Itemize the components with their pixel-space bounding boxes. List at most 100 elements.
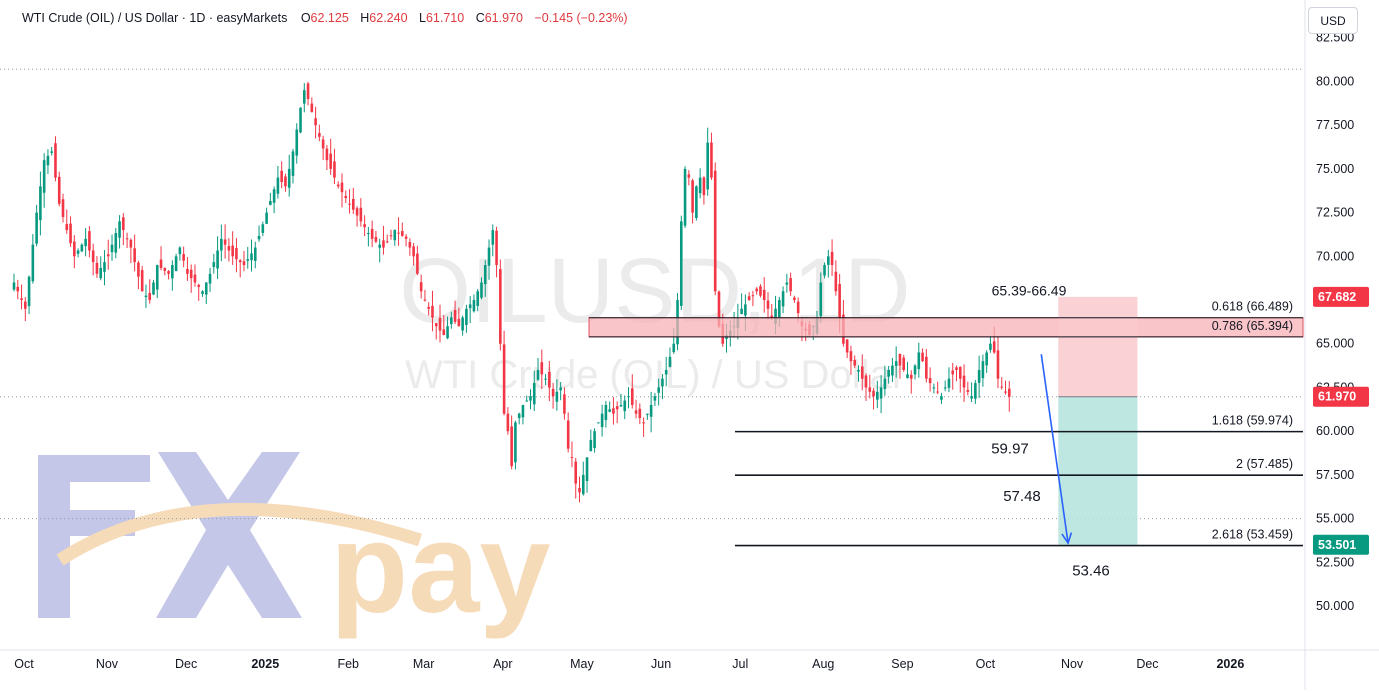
candle: [525, 400, 529, 402]
candle: [657, 387, 660, 393]
candle: [687, 174, 691, 178]
candle: [958, 367, 962, 379]
candle: [574, 461, 578, 484]
candle: [144, 295, 148, 298]
candle: [845, 339, 849, 353]
candle: [201, 291, 204, 294]
candle: [702, 177, 706, 196]
candle: [397, 232, 400, 234]
high-label: H: [360, 11, 370, 25]
candle: [140, 270, 144, 292]
candle: [118, 221, 121, 238]
candle: [171, 265, 174, 279]
logo-letters-pay: pay: [330, 497, 551, 640]
candle: [103, 262, 106, 272]
candle: [589, 439, 593, 452]
candle: [465, 308, 468, 325]
candle: [265, 212, 268, 224]
candle: [269, 200, 272, 205]
price-tag-label: 67.682: [1318, 290, 1356, 304]
candle: [499, 269, 502, 344]
candle: [996, 350, 1000, 379]
candle: [310, 103, 314, 113]
fib-label: 0.786 (65.394): [1212, 319, 1293, 333]
currency-button[interactable]: USD: [1308, 7, 1358, 34]
candle: [744, 304, 747, 316]
candle: [431, 305, 434, 318]
candle: [872, 390, 875, 397]
candle: [65, 224, 69, 231]
open-label: O: [300, 11, 311, 25]
candle: [95, 262, 99, 274]
candle: [506, 413, 510, 432]
y-tick-label: 52.500: [1316, 555, 1354, 569]
candle: [442, 329, 446, 335]
y-tick-label: 75.000: [1316, 162, 1354, 176]
candle: [88, 231, 91, 251]
candle: [830, 251, 834, 266]
candle: [883, 378, 887, 390]
candle: [212, 262, 216, 267]
candle: [404, 236, 408, 239]
candle: [408, 242, 412, 248]
candle: [231, 245, 234, 257]
candle: [1004, 391, 1007, 393]
candle: [42, 160, 46, 193]
candle: [352, 198, 355, 210]
candle: [566, 420, 570, 449]
close-label: C: [475, 11, 485, 25]
fib-label: 1.618 (59.974): [1212, 414, 1293, 428]
x-tick-label: Dec: [1136, 657, 1158, 671]
candle: [419, 282, 423, 292]
candle: [951, 370, 955, 375]
candle: [416, 253, 419, 274]
candle: [898, 353, 902, 366]
candle: [966, 389, 970, 392]
candle: [423, 299, 427, 301]
candle: [634, 410, 638, 414]
x-tick-label: Nov: [96, 657, 119, 671]
candle: [962, 375, 966, 388]
candle: [457, 318, 461, 327]
change-value: −0.145 (−0.23%): [534, 11, 628, 25]
candle: [468, 304, 472, 309]
low-label: L: [419, 11, 426, 25]
candle: [106, 254, 110, 257]
symbol-title[interactable]: WTI Crude (OIL) / US Dollar · 1D · easyM…: [22, 11, 288, 25]
target-label: 53.46: [1072, 563, 1110, 580]
candle: [502, 344, 506, 414]
fib-label: 2 (57.485): [1236, 457, 1293, 471]
candle: [238, 260, 242, 263]
candle: [740, 308, 743, 315]
x-tick-label: 2025: [251, 657, 279, 671]
candle: [329, 153, 332, 169]
candle: [257, 235, 261, 240]
candle: [31, 244, 35, 282]
x-tick-label: 2026: [1216, 657, 1244, 671]
candle: [868, 387, 872, 392]
fib-label: 2.618 (53.459): [1212, 528, 1293, 542]
candle: [186, 268, 189, 274]
candle: [627, 396, 630, 398]
candle: [216, 250, 219, 269]
candle: [272, 189, 276, 203]
candle: [427, 306, 430, 309]
candle: [148, 292, 152, 301]
x-tick-label: May: [570, 657, 594, 671]
candle: [691, 180, 694, 213]
x-tick-label: Oct: [976, 657, 996, 671]
candle: [163, 268, 167, 271]
candle: [453, 309, 457, 322]
candle: [762, 289, 766, 301]
candle: [887, 369, 890, 377]
candle: [570, 456, 574, 458]
candle: [928, 377, 932, 384]
candle: [936, 391, 939, 393]
y-tick-label: 70.000: [1316, 249, 1354, 263]
candle: [16, 286, 20, 292]
projection-arrow-head: [1061, 532, 1073, 545]
candle: [39, 186, 42, 221]
candle: [84, 238, 87, 247]
candle: [284, 176, 287, 187]
